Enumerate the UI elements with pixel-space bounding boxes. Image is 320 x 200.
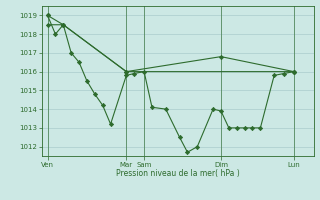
X-axis label: Pression niveau de la mer( hPa ): Pression niveau de la mer( hPa )	[116, 169, 239, 178]
